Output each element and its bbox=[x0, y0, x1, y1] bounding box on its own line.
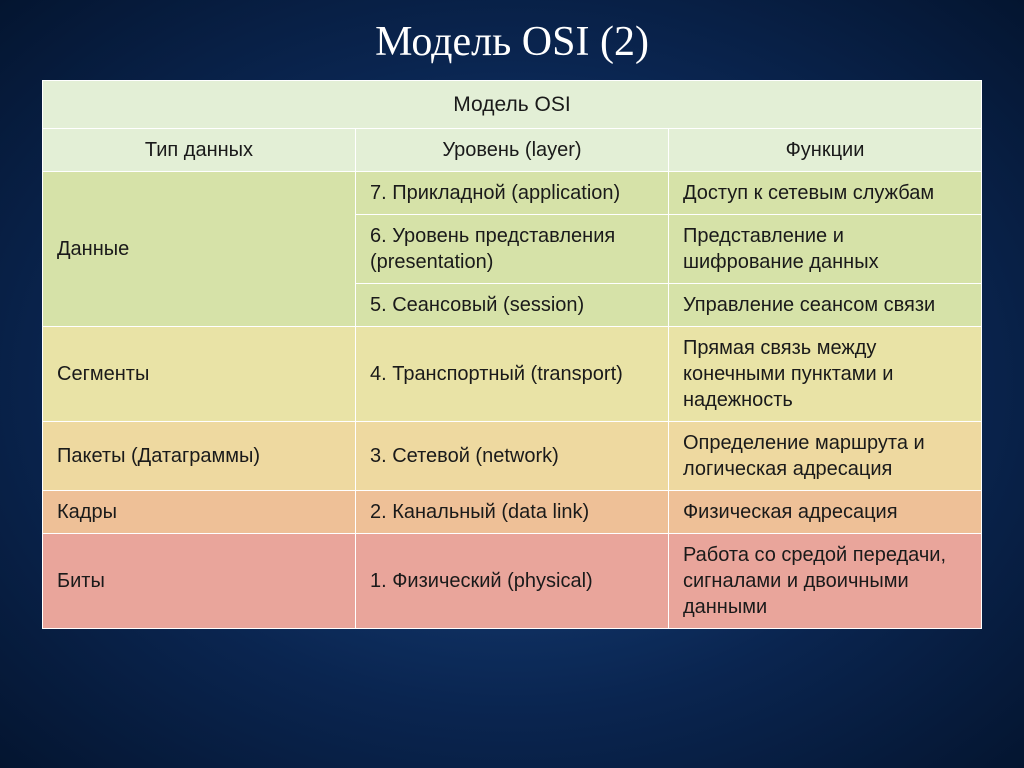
cell-layer: 1. Физический (physical) bbox=[355, 534, 668, 629]
header-layer: Уровень (layer) bbox=[355, 129, 668, 172]
cell-layer: 3. Сетевой (network) bbox=[355, 422, 668, 491]
slide-title: Модель OSI (2) bbox=[375, 18, 649, 66]
cell-functions: Прямая связь между конечными пунктами и … bbox=[668, 327, 981, 422]
cell-functions: Физическая адресация bbox=[668, 491, 981, 534]
row-3: Пакеты (Датаграммы) 3. Сетевой (network)… bbox=[43, 422, 982, 491]
header-row: Тип данных Уровень (layer) Функции bbox=[43, 129, 982, 172]
cell-layer: 5. Сеансовый (session) bbox=[355, 284, 668, 327]
super-header: Модель OSI bbox=[43, 81, 982, 129]
cell-functions: Работа со средой передачи, сигналами и д… bbox=[668, 534, 981, 629]
cell-layer: 2. Канальный (data link) bbox=[355, 491, 668, 534]
cell-data-type: Кадры bbox=[43, 491, 356, 534]
cell-data-type: Пакеты (Датаграммы) bbox=[43, 422, 356, 491]
cell-functions: Определение маршрута и логическая адреса… bbox=[668, 422, 981, 491]
row-7: Данные 7. Прикладной (application) Досту… bbox=[43, 172, 982, 215]
header-data-type: Тип данных bbox=[43, 129, 356, 172]
cell-functions: Управление сеансом связи bbox=[668, 284, 981, 327]
cell-layer: 4. Транспортный (transport) bbox=[355, 327, 668, 422]
row-4: Сегменты 4. Транспортный (transport) Пря… bbox=[43, 327, 982, 422]
cell-data-type: Сегменты bbox=[43, 327, 356, 422]
header-functions: Функции bbox=[668, 129, 981, 172]
cell-data-type: Биты bbox=[43, 534, 356, 629]
row-2: Кадры 2. Канальный (data link) Физическа… bbox=[43, 491, 982, 534]
cell-data-type: Данные bbox=[43, 172, 356, 327]
cell-layer: 7. Прикладной (application) bbox=[355, 172, 668, 215]
row-1: Биты 1. Физический (physical) Работа со … bbox=[43, 534, 982, 629]
cell-functions: Доступ к сетевым службам bbox=[668, 172, 981, 215]
cell-layer: 6. Уровень представления (presentation) bbox=[355, 215, 668, 284]
cell-functions: Представление и шифрование данных bbox=[668, 215, 981, 284]
osi-table-container: Модель OSI Тип данных Уровень (layer) Фу… bbox=[42, 80, 982, 629]
osi-table: Модель OSI Тип данных Уровень (layer) Фу… bbox=[42, 80, 982, 629]
super-header-row: Модель OSI bbox=[43, 81, 982, 129]
